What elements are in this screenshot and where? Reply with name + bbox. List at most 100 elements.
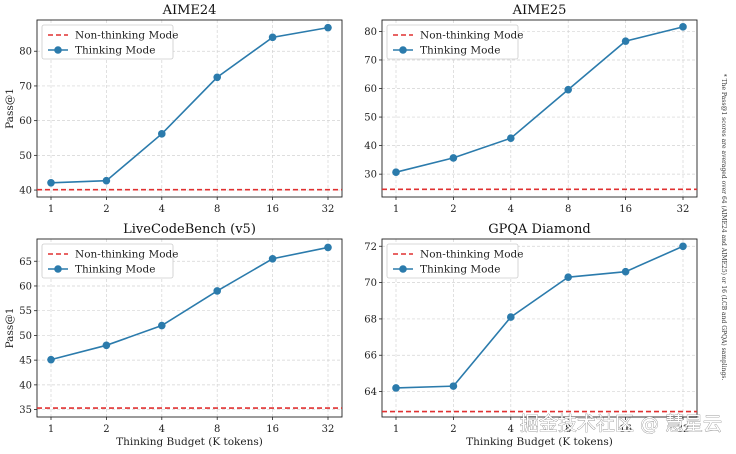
y-tick-label: 66: [364, 351, 377, 362]
thinking-mode-line: [395, 245, 684, 389]
legend-box: [386, 243, 519, 279]
chart-panel-1: 1 2 4 8 16 32 40 50 60 70 80 AIME24 Pass@1 Non-thinki…: [4, 3, 343, 215]
x-tick-label: 4: [508, 424, 514, 435]
x-tick-label: 4: [159, 424, 165, 435]
legend-label-non-thinking: Non-thinking Mode: [420, 30, 523, 42]
y-tick-label: 70: [364, 278, 377, 289]
x-axis-label: Thinking Budget (K tokens): [466, 436, 613, 448]
y-tick-label: 55: [19, 306, 32, 317]
x-tick-label: 1: [48, 204, 54, 215]
thinking-mode-point: [324, 243, 332, 252]
x-tick-label: 32: [322, 424, 335, 435]
x-tick-label: 8: [565, 424, 571, 435]
thinking-mode-point: [621, 267, 630, 276]
y-tick-label: 40: [364, 141, 377, 152]
thinking-mode-point: [392, 168, 400, 176]
thinking-mode-point: [564, 85, 572, 94]
y-tick-label: 60: [364, 84, 377, 95]
legend-label-non-thinking: Non-thinking Mode: [420, 249, 523, 261]
thinking-mode-line: [395, 26, 684, 173]
legend-label-non-thinking: Non-thinking Mode: [75, 249, 178, 261]
y-tick-label: 50: [364, 113, 377, 124]
x-tick-label: 2: [103, 204, 109, 215]
x-tick-label: 32: [677, 424, 690, 435]
plot-frame: [381, 238, 698, 418]
legend-box: [386, 24, 519, 60]
thinking-mode-point: [621, 37, 630, 45]
x-tick-label: 8: [214, 204, 220, 215]
y-axis-label: Pass@1: [4, 308, 16, 349]
thinking-mode-point: [213, 287, 221, 295]
chart-title: AIME24: [162, 3, 217, 18]
thinking-mode-point: [158, 130, 166, 138]
legend-box: [41, 243, 174, 279]
y-tick-label: 65: [19, 257, 32, 268]
legend: Non-thinking Mode Thinking Mode: [41, 24, 178, 60]
thinking-mode-point: [324, 23, 332, 32]
x-tick-label: 4: [159, 204, 165, 215]
thinking-mode-point: [449, 382, 458, 390]
chart-title: AIME25: [512, 3, 567, 18]
x-tick-label: 1: [393, 424, 399, 435]
y-tick-label: 40: [19, 186, 32, 197]
thinking-mode-point: [158, 321, 166, 330]
legend-label-thinking: Thinking Mode: [420, 45, 500, 57]
x-tick-label: 16: [619, 204, 632, 215]
y-tick-label: 72: [364, 242, 377, 253]
y-tick-label: 60: [19, 116, 32, 127]
y-tick-label: 60: [19, 281, 32, 292]
plot-frame: [36, 238, 343, 418]
y-tick-label: 70: [19, 81, 32, 92]
chart-panel-3: 1 2 4 8 16 32 35 40 45 50 55 60 65 LiveCodeBench (v5)…: [4, 222, 343, 448]
thinking-mode-point: [47, 355, 55, 364]
chart-panel-2: 1 2 4 8 16 32 30 40 50 60 70 80 AIME25 Non-thinking M…: [364, 3, 698, 215]
y-tick-label: 68: [364, 314, 377, 325]
x-tick-label: 1: [48, 424, 54, 435]
y-tick-label: 35: [19, 405, 32, 416]
thinking-mode-line: [50, 26, 329, 184]
thinking-mode-point: [102, 176, 111, 185]
x-tick-label: 16: [619, 424, 632, 435]
y-tick-label: 80: [364, 27, 377, 38]
y-tick-label: 80: [19, 47, 32, 58]
thinking-mode-point: [213, 73, 221, 82]
legend-swatch-thinking-marker: [54, 46, 62, 54]
legend-label-thinking: Thinking Mode: [75, 45, 155, 57]
thinking-mode-point: [449, 154, 458, 162]
y-tick-label: 70: [364, 55, 377, 66]
thinking-mode-point: [679, 23, 687, 31]
legend-label-non-thinking: Non-thinking Mode: [75, 30, 178, 42]
x-tick-label: 4: [508, 204, 514, 215]
legend-box: [41, 24, 174, 60]
thinking-mode-point: [679, 242, 687, 251]
x-tick-label: 2: [450, 424, 456, 435]
chart-title: GPQA Diamond: [488, 222, 591, 237]
y-tick-label: 50: [19, 331, 32, 342]
x-tick-label: 32: [677, 204, 690, 215]
x-tick-label: 2: [103, 424, 109, 435]
y-tick-label: 64: [364, 387, 377, 398]
plot-frame: [36, 19, 343, 198]
x-tick-label: 16: [266, 424, 279, 435]
legend-swatch-thinking-marker: [399, 46, 407, 54]
y-tick-label: 40: [19, 380, 32, 391]
y-axis-label: Pass@1: [4, 88, 16, 129]
y-tick-label: 30: [364, 170, 377, 181]
legend: Non-thinking Mode Thinking Mode: [41, 243, 178, 279]
plot-frame: [381, 19, 698, 198]
legend-label-thinking: Thinking Mode: [75, 264, 155, 276]
legend-swatch-thinking-marker: [399, 265, 407, 273]
x-tick-label: 16: [266, 204, 279, 215]
thinking-mode-point: [564, 273, 572, 281]
thinking-mode-point: [47, 178, 55, 187]
thinking-mode-point: [507, 134, 515, 142]
y-tick-label: 50: [19, 151, 32, 162]
x-tick-label: 32: [322, 204, 335, 215]
chart-panel-4: 1 2 4 8 16 32 64 66 68 70 72 GPQA Diamond Thinking B…: [364, 222, 698, 448]
x-tick-label: 1: [393, 204, 399, 215]
thinking-mode-point: [268, 254, 277, 263]
legend-swatch-thinking-marker: [54, 265, 62, 273]
thinking-mode-point: [507, 313, 515, 321]
thinking-mode-point: [268, 33, 277, 42]
x-tick-label: 8: [565, 204, 571, 215]
